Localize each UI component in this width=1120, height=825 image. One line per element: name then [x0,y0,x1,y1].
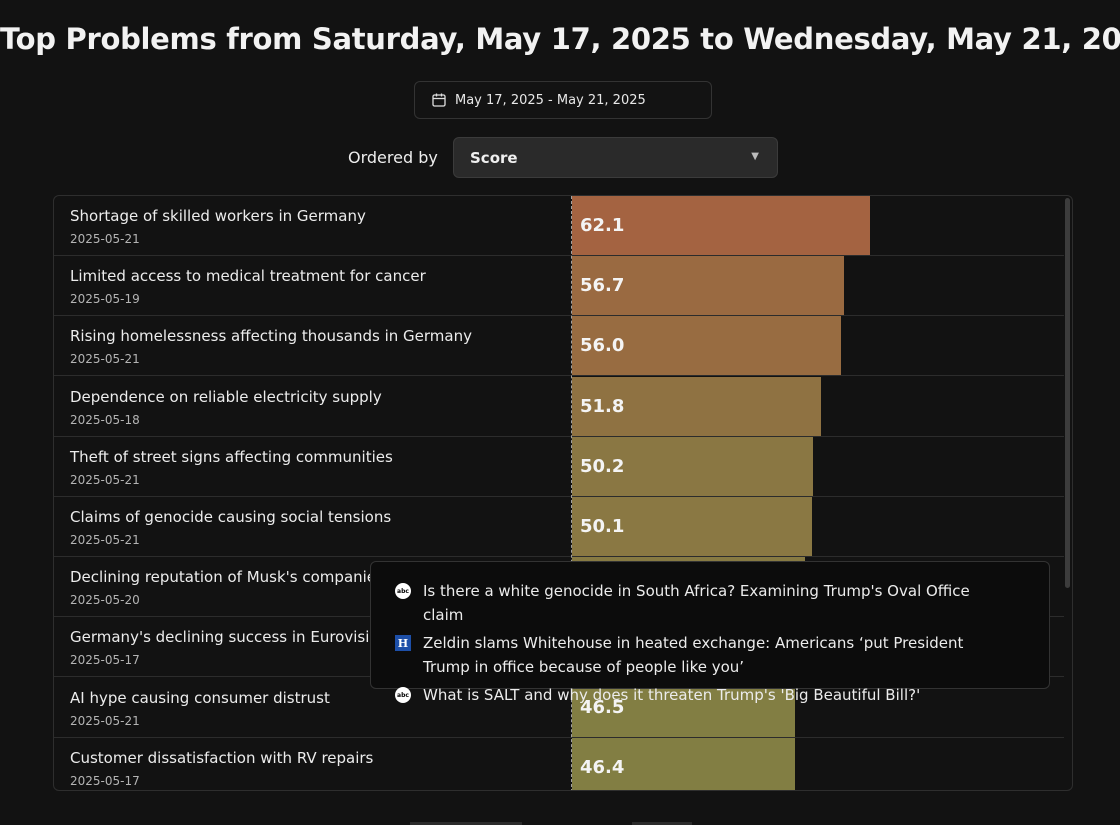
abc-news-icon: abc [395,583,411,599]
problem-title: Limited access to medical treatment for … [70,267,426,286]
news-item[interactable]: H Zeldin slams Whitehouse in heated excha… [371,631,1049,679]
order-select[interactable]: Score ▼ [453,137,778,178]
problem-date: 2025-05-17 [70,653,140,668]
news-item[interactable]: abc Is there a white genocide in South Af… [371,579,1049,627]
score-label: 56.7 [580,275,625,297]
order-select-value: Score [470,148,518,167]
score-label: 51.8 [580,395,625,417]
score-label: 56.0 [580,335,625,357]
problem-title: Customer dissatisfaction with RV repairs [70,748,374,767]
date-range-picker[interactable]: May 17, 2025 - May 21, 2025 [414,81,712,119]
problem-title: Claims of genocide causing social tensio… [70,508,392,526]
score-label: 46.4 [580,756,625,778]
problem-date: 2025-05-21 [70,713,140,728]
score-bar[interactable]: 46.4 [572,737,795,790]
news-tooltip: abc Is there a white genocide in South Af… [370,561,1050,704]
table-row[interactable]: Claims of genocide causing social tensio… [54,497,1064,557]
problem-date: 2025-05-17 [70,773,140,788]
table-row[interactable]: Rising homelessness affecting thousands … [54,316,1064,377]
score-label: 50.1 [580,516,625,537]
date-range-text: May 17, 2025 - May 21, 2025 [455,92,646,108]
score-bar[interactable]: 56.7 [572,256,845,316]
problem-title: Dependence on reliable electricity suppl… [70,387,382,406]
problem-title: Theft of street signs affecting communit… [70,447,393,466]
bar-baseline [571,196,572,790]
news-item[interactable]: abc What is SALT and why does it threaten… [371,683,1049,707]
problem-date: 2025-05-21 [70,472,140,487]
score-label: 50.2 [580,455,625,477]
problem-date: 2025-05-21 [70,352,140,367]
problem-date: 2025-05-21 [70,232,140,246]
problem-date: 2025-05-19 [70,292,140,307]
problem-title: Shortage of skilled workers in Germany [70,207,366,225]
problem-title: Declining reputation of Musk's companies [70,568,384,587]
problem-date: 2025-05-18 [70,412,140,427]
score-bar[interactable]: 56.0 [572,316,841,376]
score-bar[interactable]: 50.2 [572,436,813,496]
pagination-stub-right[interactable] [632,822,692,825]
table-row[interactable]: Customer dissatisfaction with RV repairs… [54,737,1064,790]
table-row[interactable]: Dependence on reliable electricity suppl… [54,376,1064,437]
table-row[interactable]: Limited access to medical treatment for … [54,256,1064,317]
score-label: 46.5 [580,696,625,718]
score-bar[interactable]: 62.1 [572,196,871,255]
news-headline-link[interactable]: Is there a white genocide in South Afric… [423,582,970,624]
score-bar[interactable]: 51.8 [572,376,821,436]
calendar-icon [432,93,446,107]
scrollbar[interactable] [1065,198,1070,588]
table-row[interactable]: Shortage of skilled workers in Germany 20… [54,196,1064,256]
problem-date: 2025-05-21 [70,533,140,547]
problem-date: 2025-05-20 [70,593,140,608]
ordered-by-label: Ordered by [348,148,438,167]
score-bar[interactable]: 50.1 [572,497,813,556]
news-headline-link[interactable]: What is SALT and why does it threaten Tr… [423,686,921,704]
page-title: Top Problems from Saturday, May 17, 2025… [0,22,1120,56]
problem-title: Germany's declining success in Eurovisio… [70,628,389,647]
news-headline-link[interactable]: Zeldin slams Whitehouse in heated exchan… [423,634,964,676]
chevron-down-icon: ▼ [751,151,759,162]
h-publisher-icon: H [395,635,411,651]
problem-title: Rising homelessness affecting thousands … [70,327,472,346]
abc-news-icon: abc [395,687,411,703]
table-row[interactable]: Theft of street signs affecting communit… [54,436,1064,497]
score-label: 62.1 [580,215,625,236]
pagination-stub-left[interactable] [410,822,522,825]
problem-title: AI hype causing consumer distrust [70,688,330,707]
